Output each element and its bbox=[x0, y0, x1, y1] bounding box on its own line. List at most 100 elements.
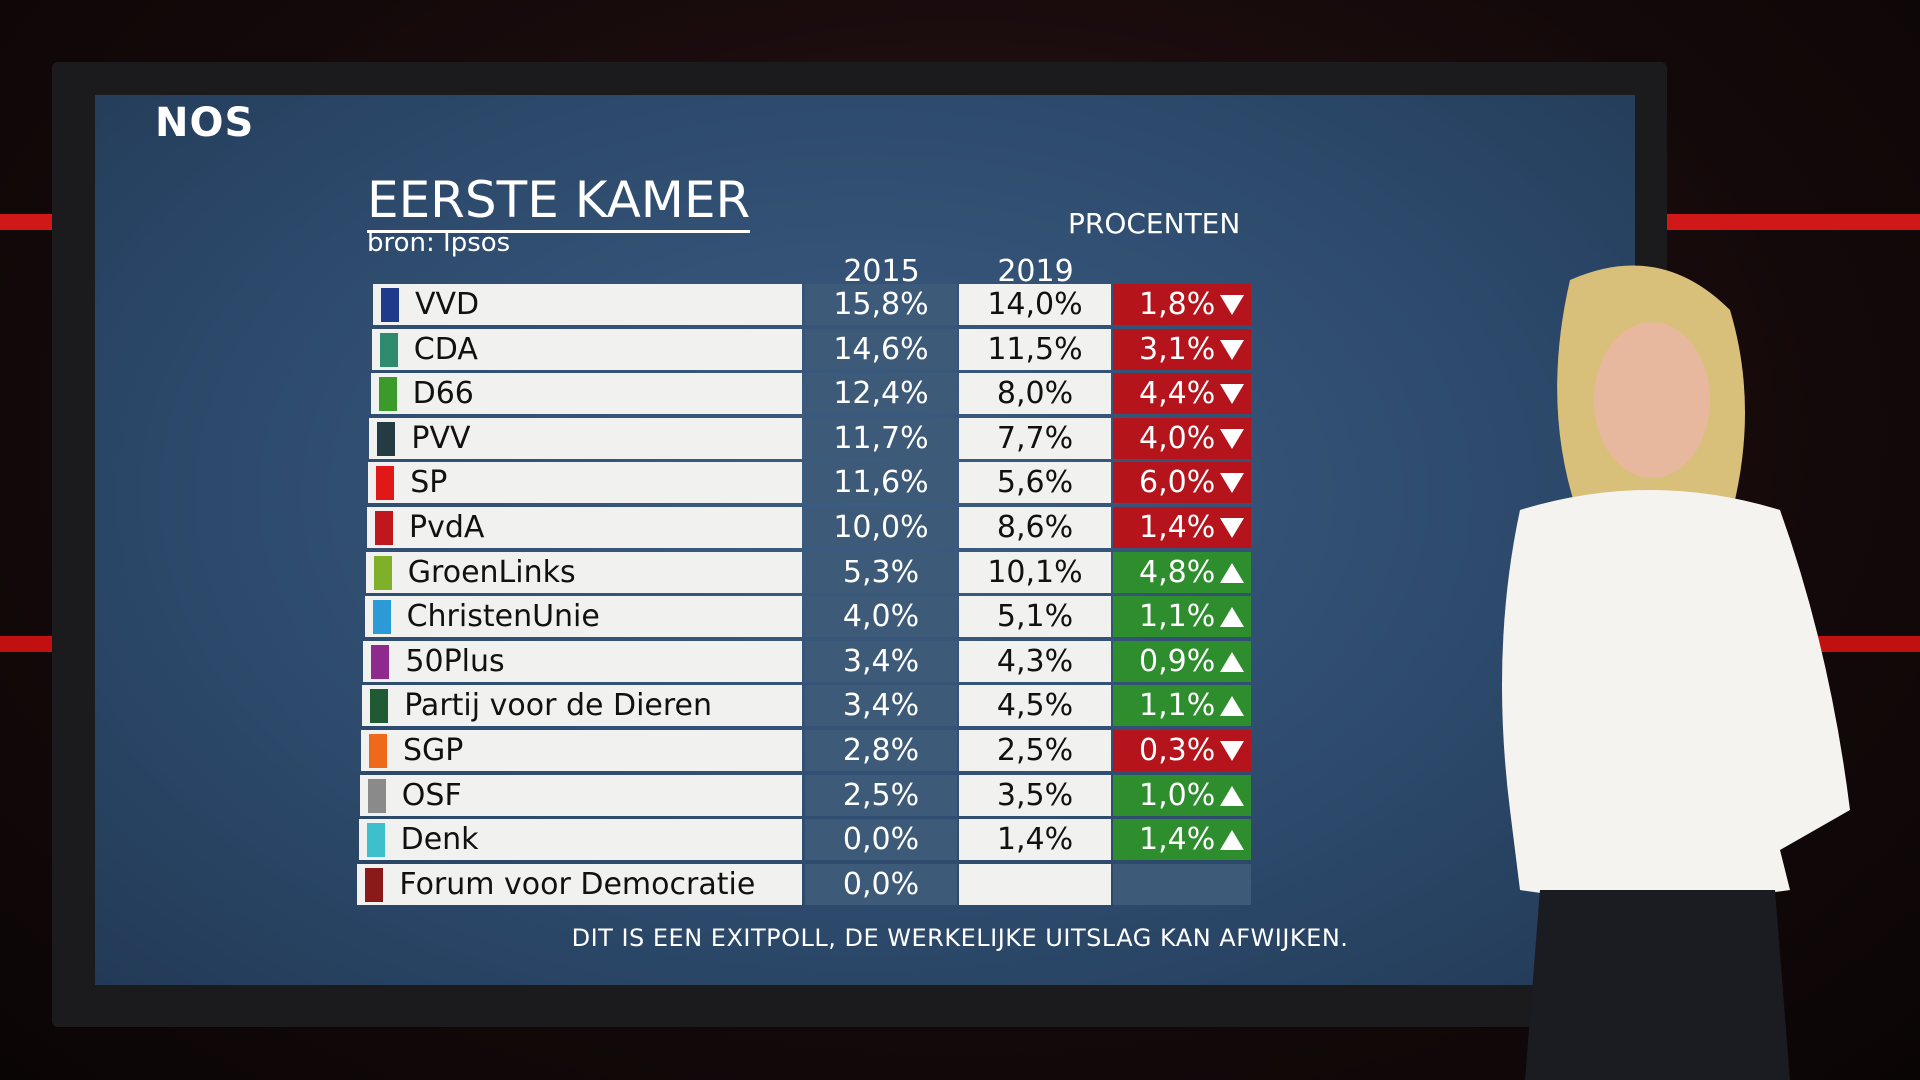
value-2015: 0,0% bbox=[805, 863, 957, 905]
value-2015: 2,5% bbox=[805, 774, 957, 816]
value-2015: 0,0% bbox=[805, 819, 957, 861]
change-arrow bbox=[1220, 830, 1244, 851]
value-2019: 8,0% bbox=[959, 373, 1111, 415]
party-name: Partij voor de Dieren bbox=[362, 685, 802, 727]
party-swatch bbox=[379, 332, 398, 367]
change: 0,9% bbox=[1113, 640, 1251, 682]
value-2015: 3,4% bbox=[805, 640, 957, 682]
value-2019: 2,5% bbox=[959, 730, 1111, 771]
change: 1,1% bbox=[1113, 596, 1251, 638]
arrow-shape bbox=[1220, 339, 1244, 360]
value-2015: 12,4% bbox=[805, 373, 957, 415]
party-name: Denk bbox=[358, 819, 802, 861]
source: bron: Ipsos bbox=[367, 228, 511, 258]
party-name: PVV bbox=[369, 417, 802, 459]
change: 4,8% bbox=[1113, 551, 1251, 593]
value-2019: 10,1% bbox=[959, 551, 1111, 593]
arrow-shape bbox=[1220, 607, 1244, 628]
party-name: CDA bbox=[371, 328, 802, 370]
column-header: 2019 bbox=[997, 254, 1074, 289]
change-arrow bbox=[1220, 651, 1244, 672]
change-arrow bbox=[1220, 473, 1244, 494]
value-2015: 11,6% bbox=[805, 462, 957, 504]
arrow-shape bbox=[1220, 518, 1244, 538]
change-arrow bbox=[1220, 785, 1244, 806]
arrow-shape bbox=[1220, 785, 1244, 806]
value-2019: 5,1% bbox=[959, 596, 1111, 638]
change-arrow bbox=[1220, 741, 1244, 761]
party-swatch bbox=[371, 644, 390, 679]
party-name: SGP bbox=[361, 730, 802, 771]
party-name: GroenLinks bbox=[365, 551, 802, 593]
value-2015: 14,6% bbox=[805, 328, 957, 370]
value-2019: 4,3% bbox=[959, 640, 1111, 682]
change: 1,0% bbox=[1113, 774, 1251, 816]
change: 1,4% bbox=[1113, 507, 1251, 548]
value-2019: 7,7% bbox=[959, 417, 1111, 459]
party-name: SP bbox=[368, 462, 802, 504]
title: EERSTE KAMER bbox=[367, 170, 751, 233]
value-2019: 11,5% bbox=[959, 328, 1111, 370]
change: 6,0% bbox=[1113, 462, 1251, 504]
party-swatch bbox=[369, 734, 387, 768]
presenter bbox=[1502, 265, 1850, 1080]
value-2015: 15,8% bbox=[805, 284, 957, 325]
value-2015: 5,3% bbox=[805, 551, 957, 593]
arrow-shape bbox=[1220, 696, 1244, 717]
unit-label: PROCENTEN bbox=[1068, 207, 1241, 240]
party-swatch bbox=[378, 377, 397, 412]
change: 1,8% bbox=[1113, 284, 1251, 325]
change: 1,4% bbox=[1113, 819, 1251, 861]
change-arrow bbox=[1220, 339, 1244, 360]
change-arrow bbox=[1220, 384, 1244, 405]
change bbox=[1113, 863, 1251, 905]
value-2015: 10,0% bbox=[805, 507, 957, 548]
arrow-shape bbox=[1220, 651, 1244, 672]
party-name: D66 bbox=[370, 373, 802, 415]
party-name: Forum voor Democratie bbox=[357, 863, 802, 905]
change: 1,1% bbox=[1113, 685, 1251, 727]
change: 4,0% bbox=[1113, 417, 1251, 459]
value-2015: 3,4% bbox=[805, 685, 957, 727]
value-2019: 14,0% bbox=[959, 284, 1111, 325]
logo: NOS bbox=[155, 100, 255, 146]
party-swatch bbox=[377, 421, 396, 456]
party-swatch bbox=[365, 867, 384, 902]
value-2019: 8,6% bbox=[959, 507, 1111, 548]
column-header: 2015 bbox=[843, 254, 920, 289]
party-swatch bbox=[375, 511, 393, 545]
footnote: DIT IS EEN EXITPOLL, DE WERKELIJKE UITSL… bbox=[571, 924, 1349, 952]
value-2019: 1,4% bbox=[959, 819, 1111, 861]
party-swatch bbox=[366, 823, 385, 858]
arrow-shape bbox=[1220, 741, 1244, 761]
value-2019: 4,5% bbox=[959, 685, 1111, 727]
party-name: PvdA bbox=[367, 507, 802, 548]
arrow-shape bbox=[1220, 830, 1244, 851]
arrow-shape bbox=[1220, 384, 1244, 405]
party-swatch bbox=[370, 689, 389, 724]
change: 0,3% bbox=[1113, 730, 1251, 771]
value-2019: 3,5% bbox=[959, 774, 1111, 816]
party-name: ChristenUnie bbox=[364, 596, 802, 638]
value-2015: 4,0% bbox=[805, 596, 957, 638]
party-name: VVD bbox=[373, 284, 802, 325]
arrow-shape bbox=[1220, 428, 1244, 449]
change-arrow bbox=[1220, 428, 1244, 449]
party-swatch bbox=[381, 288, 399, 322]
party-swatch bbox=[367, 778, 386, 813]
value-2019: 5,6% bbox=[959, 462, 1111, 504]
party-swatch bbox=[373, 555, 392, 590]
party-name: 50Plus bbox=[363, 640, 802, 682]
value-2019 bbox=[959, 863, 1111, 905]
party-swatch bbox=[376, 466, 395, 501]
change: 4,4% bbox=[1113, 373, 1251, 415]
arrow-shape bbox=[1220, 562, 1244, 583]
value-2015: 11,7% bbox=[805, 417, 957, 459]
change-arrow bbox=[1220, 295, 1244, 315]
party-name: OSF bbox=[359, 774, 802, 816]
change-arrow bbox=[1220, 607, 1244, 628]
change: 3,1% bbox=[1113, 328, 1251, 370]
change-arrow bbox=[1220, 518, 1244, 538]
change-arrow bbox=[1220, 696, 1244, 717]
